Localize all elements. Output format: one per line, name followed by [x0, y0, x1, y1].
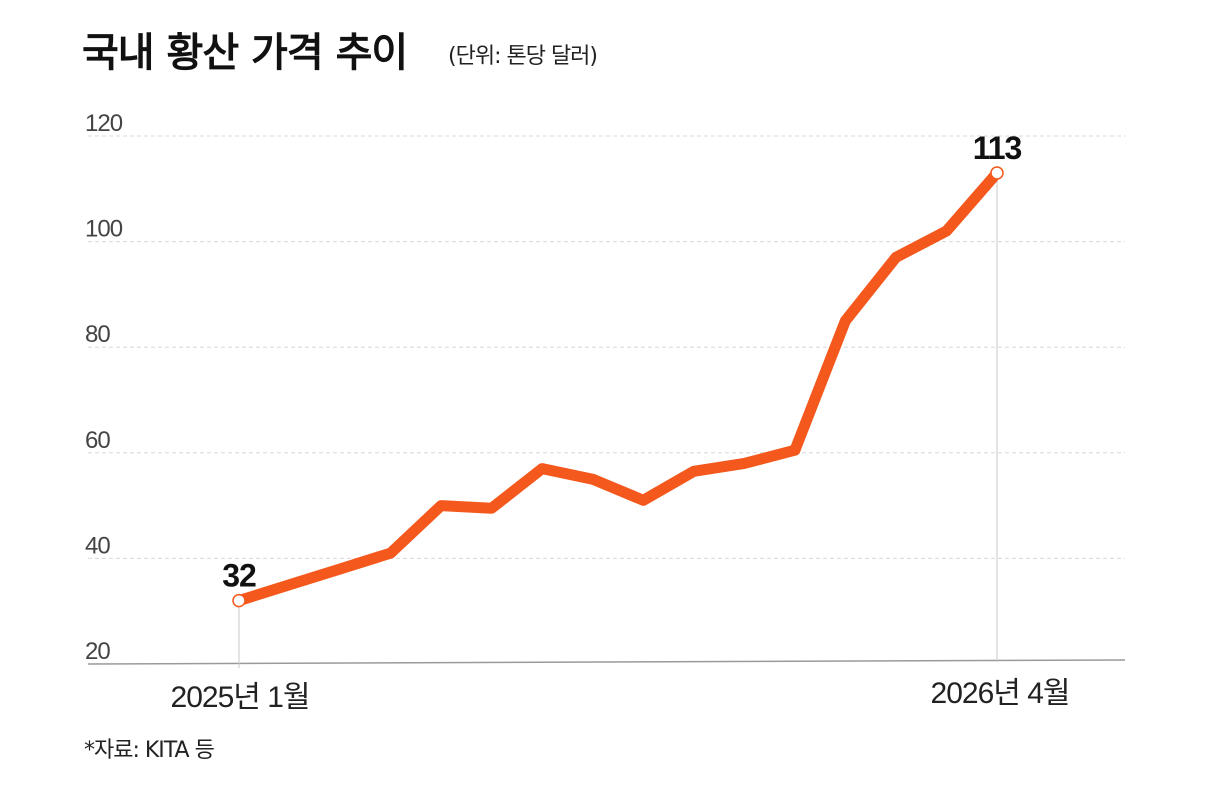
source-note: *자료: KITA 등	[84, 738, 215, 763]
gridlines	[88, 135, 1125, 559]
chart-subtitle: (단위: 톤당 달러)	[448, 44, 597, 69]
chart-header: 국내 황산 가격 추이 (단위: 톤당 달러)	[82, 30, 598, 76]
y-tick-label: 80	[85, 321, 110, 348]
x-axis-line	[87, 659, 1126, 665]
series-line	[233, 167, 1003, 607]
data-callouts: 32 113	[222, 130, 1022, 594]
x-label-end: 2026년 4월	[931, 677, 1070, 710]
y-axis-ticks: 120 100 80 60 40 20	[85, 110, 124, 665]
callout-32: 32	[222, 558, 256, 594]
marker-113	[990, 166, 1004, 180]
data-markers	[232, 166, 1004, 608]
y-tick-label: 100	[85, 216, 123, 243]
y-tick-label: 20	[85, 638, 110, 665]
y-tick-label: 60	[85, 427, 110, 454]
y-tick-label: 40	[85, 532, 110, 559]
chart-title: 국내 황산 가격 추이	[82, 30, 407, 76]
x-label-start: 2025년 1월	[171, 681, 310, 714]
y-tick-label: 120	[85, 110, 123, 137]
guide-lines	[238, 178, 998, 668]
marker-32	[232, 593, 246, 608]
callout-113: 113	[973, 130, 1022, 166]
